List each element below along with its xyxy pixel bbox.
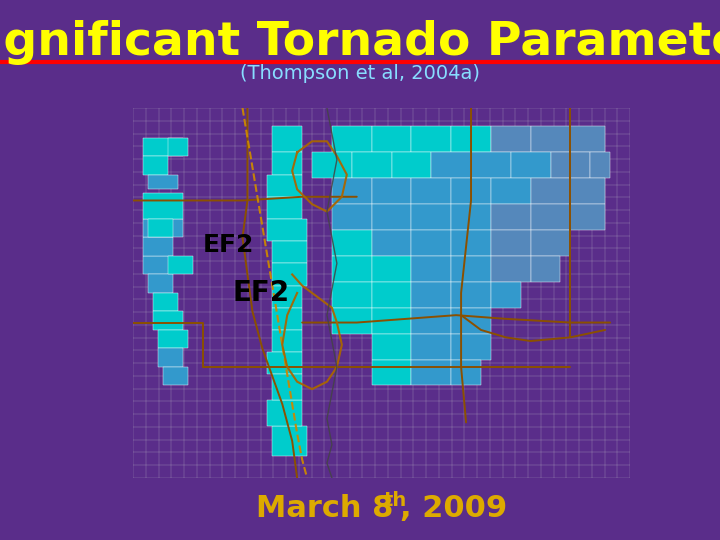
Bar — [267, 219, 307, 241]
Bar — [352, 152, 392, 178]
Bar — [491, 282, 521, 308]
Bar — [372, 282, 411, 308]
Bar — [272, 426, 307, 456]
Bar — [491, 178, 531, 204]
Bar — [372, 126, 411, 152]
Bar — [168, 138, 188, 156]
Bar — [531, 204, 570, 230]
Bar — [411, 178, 451, 204]
Bar — [451, 282, 491, 308]
Bar — [272, 330, 302, 352]
Bar — [551, 152, 590, 178]
Bar — [267, 352, 302, 374]
Bar — [372, 360, 411, 386]
Bar — [148, 219, 173, 238]
Bar — [272, 286, 302, 308]
Bar — [411, 282, 451, 308]
Bar — [143, 156, 168, 174]
Bar — [332, 282, 372, 308]
Bar — [451, 334, 491, 360]
Bar — [570, 126, 605, 152]
Bar — [451, 126, 491, 152]
Bar — [411, 256, 451, 282]
Bar — [272, 374, 302, 400]
Bar — [451, 204, 491, 230]
Bar — [451, 178, 491, 204]
Bar — [491, 256, 531, 282]
Bar — [158, 330, 188, 348]
Bar — [332, 256, 372, 282]
Bar — [158, 348, 183, 367]
Bar — [451, 256, 491, 282]
Bar — [531, 178, 570, 204]
Bar — [143, 193, 183, 219]
Bar — [148, 274, 173, 293]
Bar — [411, 204, 451, 230]
Bar — [148, 174, 178, 190]
Text: Significant Tornado Parameter: Significant Tornado Parameter — [0, 20, 720, 65]
Bar — [590, 152, 610, 178]
Bar — [372, 308, 411, 334]
Bar — [272, 264, 307, 286]
Bar — [372, 178, 411, 204]
Bar — [531, 126, 570, 152]
Bar — [332, 126, 372, 152]
Bar — [491, 230, 531, 256]
Text: (Thompson et al, 2004a): (Thompson et al, 2004a) — [240, 64, 480, 83]
Bar — [411, 360, 451, 386]
Bar — [392, 152, 431, 178]
Bar — [312, 152, 352, 178]
Text: , 2009: , 2009 — [400, 495, 507, 523]
Bar — [372, 334, 411, 360]
Bar — [143, 219, 183, 238]
Bar — [267, 197, 302, 219]
Bar — [332, 230, 372, 256]
Bar — [372, 256, 411, 282]
Bar — [372, 230, 411, 256]
Bar — [451, 230, 491, 256]
Text: March 8: March 8 — [256, 495, 393, 523]
Text: th: th — [384, 491, 407, 510]
Bar — [491, 204, 531, 230]
Bar — [163, 367, 188, 386]
Bar — [267, 400, 302, 426]
Bar — [143, 138, 183, 156]
Bar — [332, 308, 372, 334]
Bar — [153, 293, 178, 312]
Bar — [491, 126, 531, 152]
Bar — [332, 204, 372, 230]
Text: EF2: EF2 — [233, 279, 289, 307]
Bar — [272, 308, 302, 330]
Text: EF2: EF2 — [203, 233, 254, 257]
Bar — [531, 256, 560, 282]
Bar — [411, 126, 451, 152]
Bar — [510, 152, 551, 178]
Bar — [411, 308, 451, 334]
Bar — [411, 230, 451, 256]
Bar — [143, 256, 173, 274]
Bar — [471, 152, 510, 178]
Bar — [153, 312, 183, 330]
Bar — [451, 360, 481, 386]
Bar — [570, 204, 605, 230]
Bar — [531, 230, 570, 256]
Bar — [272, 126, 302, 152]
Bar — [570, 178, 605, 204]
Bar — [411, 334, 451, 360]
Bar — [451, 308, 491, 334]
Bar — [272, 241, 307, 264]
Bar — [332, 178, 372, 204]
Bar — [143, 238, 173, 256]
Bar — [168, 256, 193, 274]
Bar — [267, 174, 302, 197]
Bar — [272, 152, 302, 174]
Bar — [372, 204, 411, 230]
Bar — [431, 152, 471, 178]
